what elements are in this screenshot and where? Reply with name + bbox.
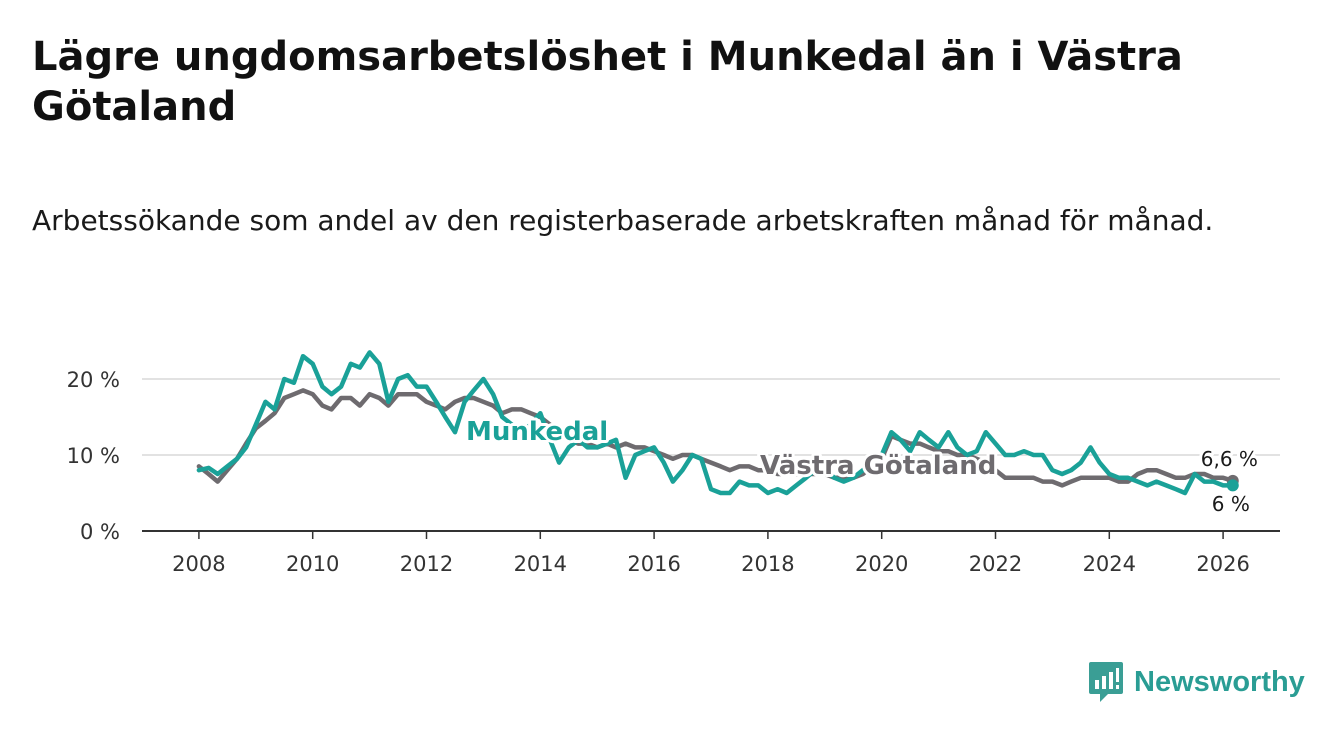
x-tick-label: 2024 [1083, 552, 1136, 576]
y-axis-ticks: 0 % 10 % 20 % [67, 368, 120, 544]
gridlines [142, 378, 1280, 456]
newsworthy-logo-icon [1089, 662, 1123, 702]
series-labels: Munkedal Västra Götaland 6,6 % 6 % [463, 414, 1261, 519]
series-line-munkedal [196, 350, 1236, 496]
series-label-munkedal: Munkedal [466, 417, 608, 447]
chart-title: Lägre ungdomsarbetslöshet i Munkedal än … [32, 34, 1183, 130]
x-tick-label: 2008 [172, 552, 225, 576]
end-label-vastra-gotaland: 6,6 % [1201, 447, 1258, 471]
y-tick-label: 20 % [67, 368, 120, 392]
x-tick-label: 2026 [1196, 552, 1249, 576]
x-tick-label: 2022 [969, 552, 1022, 576]
x-tick-label: 2010 [286, 552, 339, 576]
x-tick-label: 2014 [514, 552, 567, 576]
chart-subtitle: Arbetssökande som andel av den registerb… [32, 204, 1214, 237]
series-label-vastra-gotaland: Västra Götaland [760, 451, 996, 481]
x-tick-label: 2016 [627, 552, 680, 576]
x-tick-label: 2018 [741, 552, 794, 576]
x-tick-label: 2020 [855, 552, 908, 576]
x-axis: 2008 2010 2012 2014 2016 2018 2020 2022 2024 2026 [142, 530, 1280, 576]
brand-name: Newsworthy [1134, 665, 1305, 698]
series-lines [196, 350, 1239, 496]
y-tick-label: 0 % [80, 520, 120, 544]
end-label-munkedal: 6 % [1212, 492, 1250, 516]
y-tick-label: 10 % [67, 444, 120, 468]
series-line-munkedal-end-dot [1226, 479, 1239, 492]
x-tick-label: 2012 [400, 552, 453, 576]
brand: Newsworthy [1088, 660, 1305, 704]
series-line-vastra-gotaland [196, 388, 1236, 488]
